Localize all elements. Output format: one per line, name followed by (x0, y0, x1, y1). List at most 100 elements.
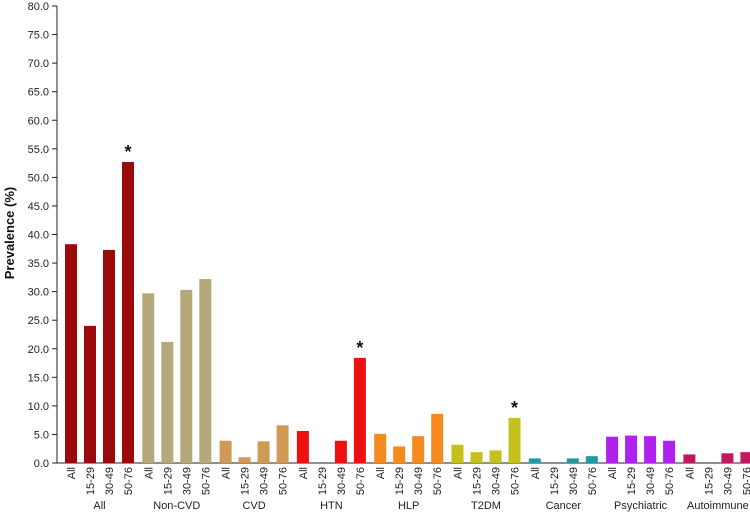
x-tick-label: 15-29 (472, 467, 484, 495)
y-tick-label: 55.0 (28, 144, 49, 156)
x-tick-label: All (298, 467, 310, 479)
y-tick-label: 35.0 (28, 258, 49, 270)
x-tick-label: 15-29 (549, 467, 561, 495)
y-tick-label: 50.0 (28, 172, 49, 184)
bars-layer: * * * (65, 142, 750, 464)
x-tick-label: 50-76 (587, 467, 599, 495)
x-tick-label: All (375, 467, 387, 479)
bar-non-cvd-50-76 (199, 279, 212, 463)
x-tick-label: 50-76 (200, 467, 212, 495)
y-tick-label: 45.0 (28, 201, 49, 213)
x-tick-label: 15-29 (394, 467, 406, 495)
x-tick-label: 50-76 (123, 467, 135, 495)
y-axis-title: Prevalence (%) (2, 187, 17, 280)
bar-t2dm-All (451, 444, 464, 463)
bar-htn-All (296, 431, 309, 463)
bar-psychiatric-50-76 (663, 440, 676, 463)
group-label: HTN (320, 500, 343, 512)
x-tick-label: All (143, 467, 155, 479)
y-tick-label: 15.0 (28, 372, 49, 384)
x-tick-label: 15-29 (240, 467, 252, 495)
x-tick-label: 50-76 (432, 467, 444, 495)
y-tick-label: 60.0 (28, 115, 49, 127)
bar-cvd-30-49 (257, 441, 270, 463)
bar-htn-30-49 (334, 440, 347, 463)
bar-cvd-All (219, 440, 232, 463)
x-tick-label: 15-29 (703, 467, 715, 495)
x-tick-label: 30-49 (722, 467, 734, 495)
group-label: Cancer (546, 500, 582, 512)
bar-t2dm-15-29 (470, 452, 483, 463)
x-tick-label: 30-49 (259, 467, 271, 495)
y-tick-label: 0.0 (34, 458, 49, 470)
x-tick-label: 15-29 (85, 467, 97, 495)
y-tick-label: 25.0 (28, 315, 49, 327)
group-label: Autoimmune (687, 500, 749, 512)
bar-psychiatric-30-49 (644, 436, 657, 463)
x-tick-label: All (607, 467, 619, 479)
bar-cancer-30-49 (566, 458, 579, 463)
y-tick-label: 65.0 (28, 87, 49, 99)
bar-t2dm-50-76 (508, 417, 521, 463)
group-label: HLP (398, 500, 419, 512)
significance-marker: * (124, 142, 131, 162)
group-label: Non-CVD (153, 500, 200, 512)
x-tick-label: 50-76 (278, 467, 290, 495)
bar-hlp-15-29 (393, 446, 406, 463)
bar-cvd-15-29 (238, 457, 251, 463)
bar-all-15-29 (84, 325, 96, 463)
bar-non-cvd-All (142, 293, 155, 463)
x-tick-label: All (66, 467, 78, 479)
x-tick-label: 15-29 (317, 467, 329, 495)
x-tick-label: 15-29 (162, 467, 174, 495)
y-tick-label: 20.0 (28, 344, 49, 356)
bar-hlp-50-76 (431, 413, 444, 463)
y-axis: 0.0 5.0 10.0 15.0 20.0 25.0 30.0 35.0 40.0 45.0 50… (28, 1, 750, 470)
y-tick-label: 10.0 (28, 401, 49, 413)
x-tick-label: 30-49 (336, 467, 348, 495)
bar-autoimmune-50-76 (740, 452, 750, 463)
x-tick-label: 30-49 (104, 467, 116, 495)
significance-marker: * (511, 398, 518, 418)
y-tick-label: 30.0 (28, 287, 49, 299)
x-tick-label: 50-76 (510, 467, 522, 495)
y-tick-label: 5.0 (34, 429, 49, 441)
bar-hlp-30-49 (412, 436, 425, 463)
x-tick-label: 30-49 (181, 467, 193, 495)
x-tick-label: All (453, 467, 465, 479)
group-label: Psychiatric (614, 500, 668, 512)
y-tick-label: 75.0 (28, 30, 49, 42)
bar-t2dm-30-49 (489, 450, 502, 463)
bar-cancer-All (528, 458, 541, 463)
bar-non-cvd-15-29 (161, 341, 174, 463)
x-tick-label: 30-49 (413, 467, 425, 495)
x-tick-label: 30-49 (568, 467, 580, 495)
bar-autoimmune-30-49 (721, 453, 734, 463)
group-label: T2DM (471, 500, 501, 512)
x-tick-label: 30-49 (645, 467, 657, 495)
bar-cancer-50-76 (585, 456, 598, 463)
significance-marker: * (356, 338, 363, 358)
bar-all-All (65, 244, 77, 463)
x-tick-label: 50-76 (355, 467, 367, 495)
y-tick-label: 40.0 (28, 230, 49, 242)
x-tick-label: 50-76 (664, 467, 676, 495)
x-tick-label: 15-29 (626, 467, 638, 495)
y-tick-label: 70.0 (28, 58, 49, 70)
bar-autoimmune-All (683, 454, 696, 463)
bar-all-30-49 (103, 249, 115, 463)
bar-psychiatric-15-29 (625, 435, 638, 463)
group-label: CVD (242, 500, 265, 512)
bar-non-cvd-30-49 (180, 289, 193, 463)
x-tick-label: All (530, 467, 542, 479)
x-tick-label: All (684, 467, 696, 479)
bar-all-50-76 (122, 161, 134, 464)
x-tick-label: 30-49 (491, 467, 503, 495)
group-label: All (93, 500, 105, 512)
bar-htn-50-76 (353, 357, 366, 463)
x-tick-label: 50-76 (741, 467, 750, 495)
bar-psychiatric-All (606, 436, 619, 463)
bar-hlp-All (374, 433, 387, 463)
